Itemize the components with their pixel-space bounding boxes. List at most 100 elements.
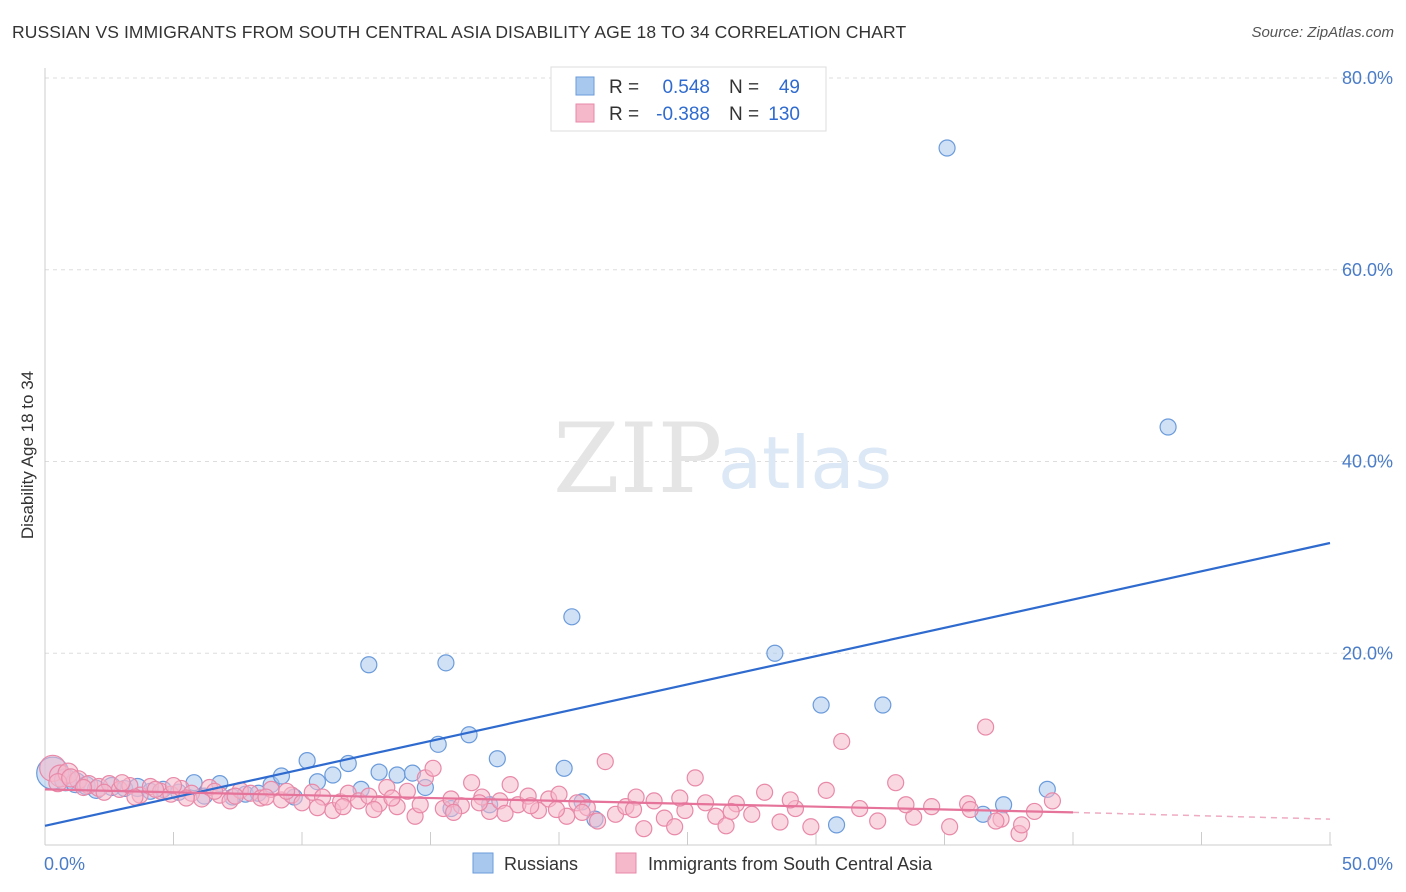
data-point (226, 787, 244, 805)
data-point (424, 759, 442, 777)
data-point (887, 774, 905, 792)
data-point (573, 803, 591, 822)
data-point (334, 798, 352, 816)
y-tick-label: 60.0% (1342, 260, 1393, 280)
legend-swatch (575, 103, 595, 123)
data-point (496, 804, 514, 822)
legend-swatch (575, 76, 595, 96)
data-point (277, 782, 296, 800)
data-point (766, 644, 784, 662)
bottom-legend-swatch (472, 852, 494, 874)
data-point (488, 750, 506, 768)
data-point (1043, 792, 1062, 810)
data-point (635, 820, 653, 838)
data-point (696, 794, 715, 812)
data-point (164, 776, 183, 795)
y-axis-label: Disability Age 18 to 34 (18, 371, 37, 539)
legend-frame (550, 66, 827, 132)
y-tick-label: 40.0% (1342, 452, 1393, 472)
data-point (74, 778, 93, 797)
legend-r-label: R = (609, 77, 639, 98)
legend-r-label: R = (609, 104, 639, 125)
data-point (624, 800, 643, 819)
data-point (833, 732, 851, 751)
x-tick-label: 0.0% (44, 854, 85, 874)
data-point (146, 780, 165, 798)
y-tick-label: 20.0% (1342, 643, 1393, 663)
data-point (596, 752, 614, 771)
data-point (360, 656, 378, 674)
data-point (61, 768, 81, 788)
data-point (722, 802, 740, 821)
data-point (463, 774, 481, 792)
y-tick-labels: 20.0% 40.0% 60.0% 80.0% (1342, 68, 1393, 663)
data-point (563, 608, 581, 626)
watermark-atlas: atlas (718, 421, 892, 505)
grid-lines (45, 77, 1392, 654)
data-point (987, 812, 1005, 830)
bottom-legend-label: Immigrants from South Central Asia (648, 854, 933, 874)
legend-n-value: 130 (768, 104, 800, 125)
data-point (308, 799, 327, 817)
data-point (686, 769, 704, 787)
legend-r-value: 0.548 (662, 77, 710, 98)
data-point (977, 718, 995, 736)
data-point (743, 805, 761, 823)
y-tick-label: 80.0% (1342, 68, 1393, 88)
data-point (365, 800, 383, 819)
data-point (555, 759, 573, 777)
data-point (666, 818, 684, 836)
watermark: ZIP atlas (553, 403, 892, 515)
data-point (1012, 816, 1031, 834)
data-point (671, 789, 689, 807)
x-tick-labels: 0.0% 50.0% (44, 854, 1393, 874)
data-point (113, 774, 131, 792)
legend-box: R = 0.548 N = 49 R = -0.388 N = 130 (550, 66, 827, 132)
data-point (781, 791, 799, 809)
data-point (802, 818, 820, 836)
watermark-zip: ZIP (553, 403, 722, 515)
data-point (547, 800, 566, 819)
data-point (370, 763, 388, 781)
trend-line-extension (1072, 811, 1331, 820)
data-point (923, 798, 941, 816)
data-point (206, 782, 224, 800)
data-point (717, 817, 735, 835)
trend-lines (44, 541, 1331, 827)
data-point (501, 775, 519, 794)
chart-title: RUSSIAN VS IMMIGRANTS FROM SOUTH CENTRAL… (12, 22, 907, 42)
data-point (522, 797, 540, 815)
data-point (755, 783, 774, 801)
data-point (817, 781, 835, 799)
axes (44, 68, 1332, 846)
data-point (812, 696, 830, 714)
data-point (1159, 418, 1177, 436)
data-point (874, 696, 892, 714)
data-point (445, 803, 463, 822)
data-point (827, 816, 846, 834)
legend-n-label: N = (729, 77, 759, 98)
legend-n-value: 49 (779, 77, 800, 98)
series-immigrants-points (39, 718, 1062, 843)
bottom-legend: Russians Immigrants from South Central As… (472, 852, 933, 874)
data-point (941, 818, 959, 836)
trend-line (44, 541, 1331, 827)
data-point (470, 794, 488, 812)
data-point (897, 796, 915, 814)
trend-line (44, 788, 1074, 814)
data-point (645, 792, 663, 810)
x-tick-label: 50.0% (1342, 854, 1393, 874)
legend-n-label: N = (729, 104, 759, 125)
data-point (411, 796, 429, 814)
data-point (257, 788, 275, 806)
data-point (324, 766, 342, 784)
data-point (437, 654, 455, 672)
legend-r-value: -0.388 (656, 104, 710, 125)
source-label: Source: ZipAtlas.com (1251, 24, 1394, 41)
data-point (588, 812, 607, 830)
data-point (938, 139, 956, 157)
data-point (95, 783, 113, 801)
data-point (869, 812, 887, 830)
bottom-legend-label: Russians (504, 854, 578, 874)
